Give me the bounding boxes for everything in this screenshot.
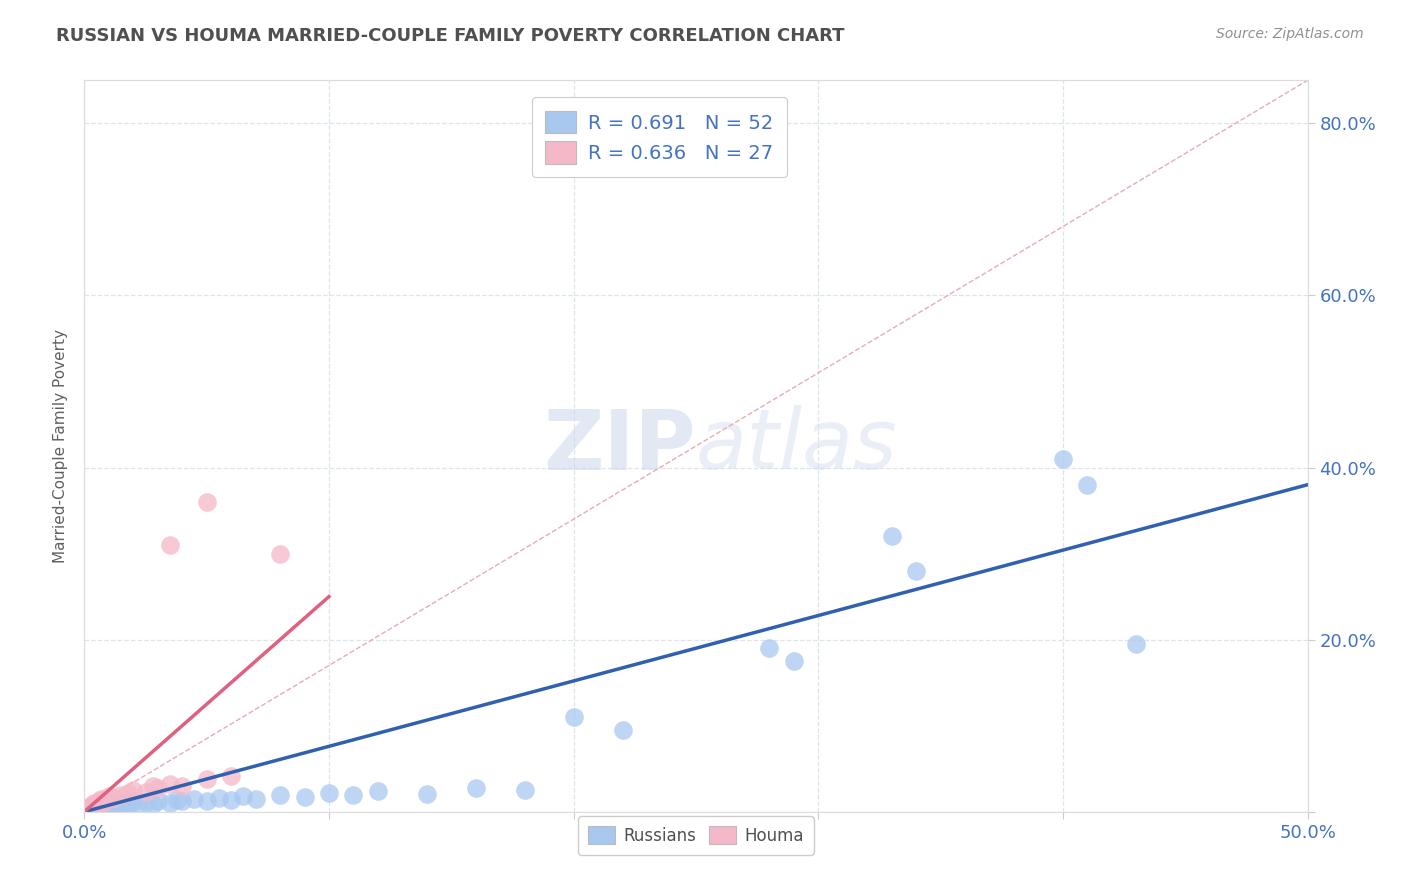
Point [87, 801, 110, 815]
Point [1052, 451, 1074, 466]
Point [90, 792, 112, 806]
Point [97, 789, 120, 804]
Point [294, 790, 316, 805]
Point [464, 780, 486, 795]
Point [90, 799, 112, 814]
Point [146, 793, 169, 807]
Point [135, 795, 157, 809]
Point [269, 547, 291, 561]
Point [86, 798, 108, 813]
Point [93, 800, 115, 814]
Point [367, 784, 389, 798]
Point [96, 792, 118, 806]
Point [142, 797, 165, 811]
Point [110, 788, 132, 802]
Point [232, 789, 254, 804]
Point [127, 797, 149, 812]
Text: ZIP: ZIP [544, 406, 696, 486]
Point [172, 794, 194, 808]
Point [159, 538, 181, 552]
Point [195, 793, 218, 807]
Point [83, 796, 105, 810]
Text: RUSSIAN VS HOUMA MARRIED-COUPLE FAMILY POVERTY CORRELATION CHART: RUSSIAN VS HOUMA MARRIED-COUPLE FAMILY P… [56, 27, 845, 45]
Point [103, 799, 125, 814]
Text: atlas: atlas [696, 406, 897, 486]
Point [1076, 477, 1098, 491]
Point [142, 779, 165, 793]
Point [97, 801, 120, 815]
Point [122, 794, 145, 808]
Point [612, 723, 634, 737]
Point [758, 641, 780, 656]
Point [103, 791, 125, 805]
Point [513, 783, 536, 797]
Point [86, 802, 108, 816]
Point [117, 798, 139, 813]
Point [219, 792, 242, 806]
Point [77, 801, 100, 815]
Point [342, 789, 364, 803]
Point [83, 803, 105, 817]
Point [112, 796, 135, 810]
Point [122, 783, 145, 797]
Point [110, 800, 132, 814]
Y-axis label: Married-Couple Family Poverty: Married-Couple Family Poverty [53, 329, 69, 563]
Point [195, 772, 218, 786]
Point [783, 654, 806, 668]
Point [76, 803, 98, 817]
Legend: Russians, Houma: Russians, Houma [578, 816, 814, 855]
Point [83, 798, 105, 813]
Point [80, 797, 103, 812]
Point [77, 801, 100, 815]
Point [245, 792, 267, 806]
Point [1125, 637, 1147, 651]
Point [880, 529, 903, 543]
Point [183, 792, 205, 806]
Point [172, 779, 194, 793]
Point [318, 786, 340, 800]
Point [105, 797, 128, 811]
Point [117, 786, 139, 800]
Point [269, 788, 291, 802]
Text: Source: ZipAtlas.com: Source: ZipAtlas.com [1216, 27, 1364, 41]
Point [77, 799, 100, 814]
Point [96, 798, 118, 813]
Point [219, 768, 242, 782]
Point [97, 797, 120, 812]
Point [159, 796, 181, 810]
Point [166, 792, 188, 806]
Point [93, 795, 115, 809]
Point [195, 495, 218, 509]
Point [416, 787, 439, 801]
Point [146, 780, 169, 795]
Point [77, 804, 100, 818]
Point [208, 791, 231, 805]
Point [80, 800, 103, 814]
Point [87, 797, 110, 811]
Point [135, 785, 157, 799]
Point [562, 710, 585, 724]
Point [905, 564, 928, 578]
Point [86, 800, 108, 814]
Point [90, 803, 112, 817]
Point [87, 794, 110, 808]
Point [80, 802, 103, 816]
Point [80, 799, 103, 814]
Point [76, 802, 98, 816]
Point [159, 777, 181, 791]
